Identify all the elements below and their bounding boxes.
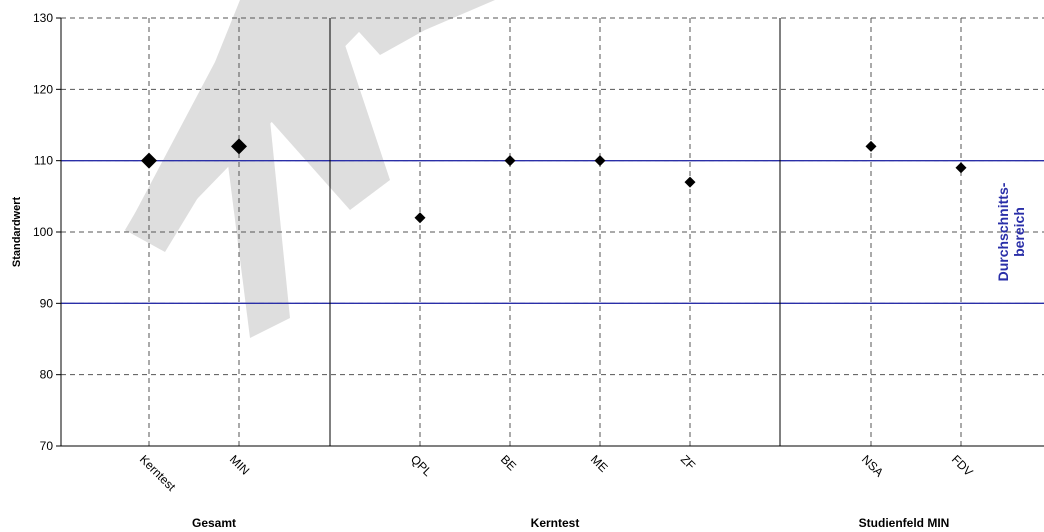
data-point xyxy=(955,162,967,174)
data-point xyxy=(141,152,157,169)
y-tick-label: 70 xyxy=(40,439,54,453)
x-tick-label: ME xyxy=(588,452,611,475)
x-tick-label: BE xyxy=(498,452,519,473)
x-tick-label: FDV xyxy=(949,452,976,479)
x-tick-label: QPL xyxy=(408,452,435,479)
watermark-letter xyxy=(125,0,495,338)
group-label: Studienfeld MIN xyxy=(859,516,950,530)
y-tick-label: 90 xyxy=(40,296,54,310)
data-point xyxy=(231,138,247,155)
watermark-stroke xyxy=(125,95,245,252)
data-point xyxy=(684,176,696,188)
group-label: Kerntest xyxy=(531,516,580,530)
data-point xyxy=(865,140,877,152)
x-tick-label: ZF xyxy=(678,452,698,472)
data-point xyxy=(504,155,516,167)
x-tick-label: Kerntest xyxy=(137,452,179,494)
y-tick-label: 80 xyxy=(40,368,54,382)
x-tick-label: NSA xyxy=(859,452,886,479)
reference-band-label: Durchschnitts- xyxy=(995,182,1011,281)
watermark-stroke xyxy=(330,0,495,55)
x-tick-label: MIN xyxy=(227,452,252,477)
data-points xyxy=(141,138,967,224)
axes xyxy=(56,17,1044,447)
y-axis-title: Standardwert xyxy=(11,197,23,268)
y-tick-label: 110 xyxy=(34,154,53,168)
watermark xyxy=(125,0,495,338)
y-tick-label: 100 xyxy=(33,225,53,239)
y-tick-label: 120 xyxy=(33,82,53,96)
y-tick-label: 130 xyxy=(33,11,53,25)
reference-band xyxy=(61,160,1044,304)
data-point xyxy=(414,212,426,224)
reference-band-label: bereich xyxy=(1011,207,1027,257)
data-point xyxy=(594,155,606,167)
group-label: Gesamt xyxy=(192,516,236,530)
